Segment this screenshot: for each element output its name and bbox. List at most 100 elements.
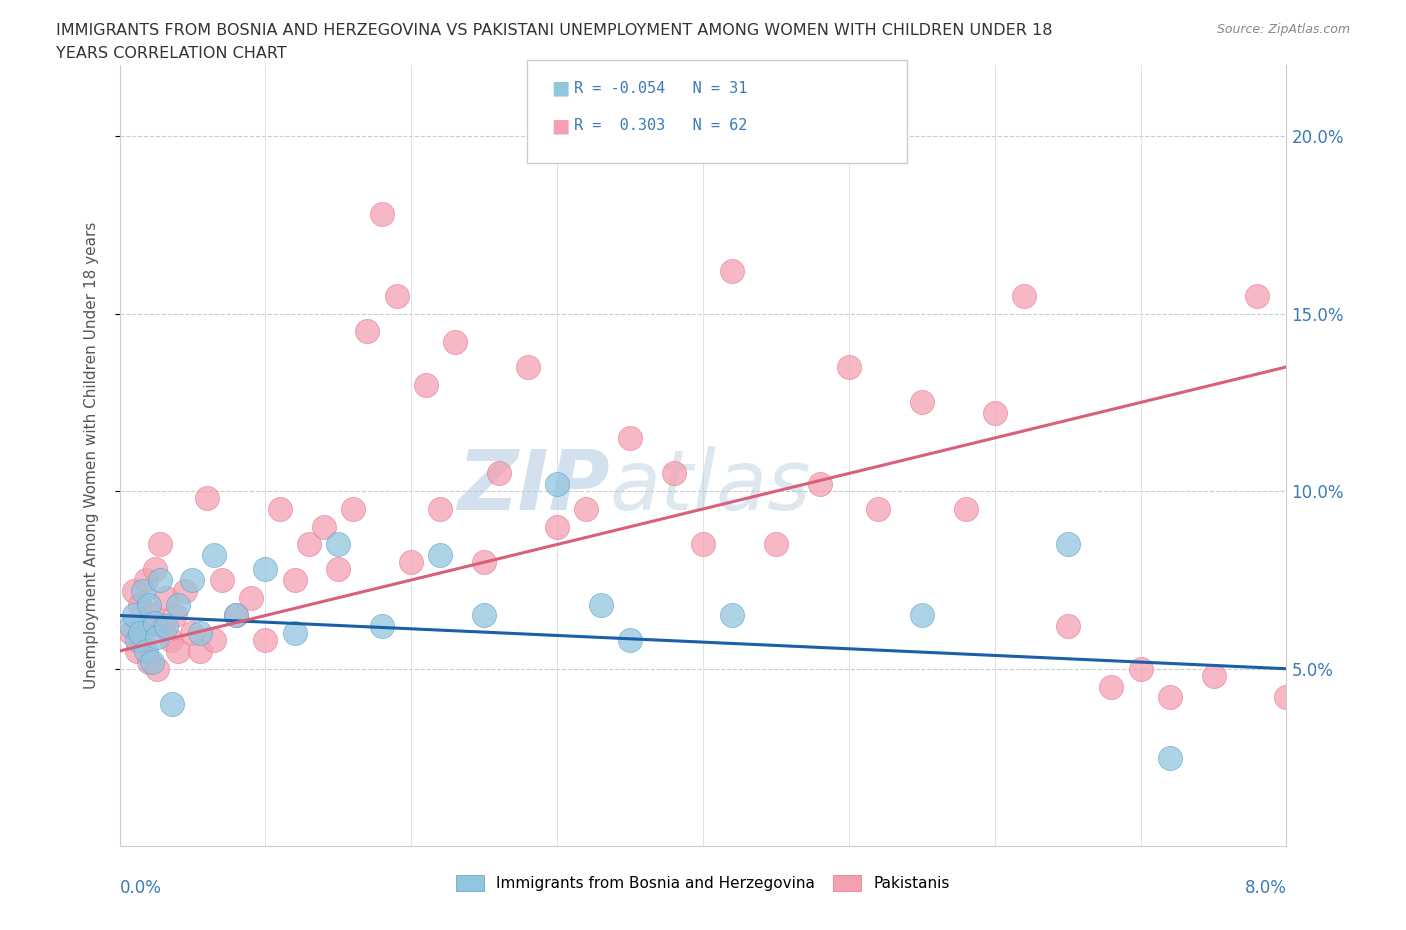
Point [866, 501, 890, 516]
Point [254, 562, 277, 577]
Point [138, 654, 160, 669]
Point [298, 537, 321, 551]
Point [120, 626, 142, 641]
Point [1056, 618, 1078, 633]
Point [371, 618, 394, 633]
Point [160, 697, 183, 711]
Point [202, 633, 225, 648]
Point [166, 644, 188, 658]
Point [132, 633, 155, 648]
Point [155, 591, 177, 605]
Point [284, 626, 307, 641]
Point [1099, 679, 1122, 694]
Text: ■: ■ [551, 116, 569, 135]
Point [619, 633, 641, 648]
Point [662, 466, 685, 481]
Y-axis label: Unemployment Among Women with Children Under 18 years: Unemployment Among Women with Children U… [84, 222, 98, 689]
Text: Source: ZipAtlas.com: Source: ZipAtlas.com [1216, 23, 1350, 36]
Point [721, 608, 744, 623]
Point [135, 573, 157, 588]
Point [129, 597, 152, 612]
Point [415, 378, 437, 392]
Point [225, 608, 247, 623]
Point [1056, 537, 1078, 551]
Point [488, 466, 510, 481]
Point [135, 644, 157, 658]
Point [371, 206, 394, 221]
Point [120, 618, 142, 633]
Point [472, 608, 495, 623]
Point [1246, 288, 1268, 303]
Text: 0.0%: 0.0% [120, 879, 162, 897]
Point [138, 597, 160, 612]
Point [401, 555, 423, 570]
Point [211, 573, 233, 588]
Point [356, 324, 378, 339]
Point [472, 555, 495, 570]
Point [838, 360, 860, 375]
Point [619, 431, 641, 445]
Point [1159, 751, 1181, 765]
Point [1159, 690, 1181, 705]
Text: 8.0%: 8.0% [1244, 879, 1286, 897]
Point [429, 501, 451, 516]
Text: ZIP: ZIP [457, 446, 610, 527]
Point [159, 633, 181, 648]
Point [152, 618, 174, 633]
Point [146, 661, 169, 676]
Point [589, 597, 612, 612]
Point [312, 519, 335, 534]
Point [163, 608, 186, 623]
Text: atlas: atlas [610, 446, 811, 527]
Point [546, 519, 568, 534]
Point [181, 626, 204, 641]
Point [125, 644, 148, 658]
Point [149, 537, 172, 551]
Text: YEARS CORRELATION CHART: YEARS CORRELATION CHART [56, 46, 287, 61]
Point [1129, 661, 1152, 676]
Point [132, 583, 155, 598]
Point [575, 501, 598, 516]
Point [911, 395, 934, 410]
Legend: Immigrants from Bosnia and Herzegovina, Pakistanis: Immigrants from Bosnia and Herzegovina, … [450, 869, 956, 897]
Point [174, 583, 197, 598]
Point [429, 548, 451, 563]
Point [546, 477, 568, 492]
Point [385, 288, 408, 303]
Point [254, 633, 277, 648]
Point [692, 537, 714, 551]
Text: ■: ■ [551, 79, 569, 98]
Point [269, 501, 291, 516]
Point [765, 537, 787, 551]
Point [129, 626, 152, 641]
Text: R = -0.054   N = 31: R = -0.054 N = 31 [574, 81, 747, 96]
Point [444, 335, 467, 350]
Point [188, 626, 211, 641]
Point [146, 630, 169, 644]
Point [143, 615, 166, 630]
Point [517, 360, 540, 375]
Point [125, 633, 148, 648]
Text: R =  0.303   N = 62: R = 0.303 N = 62 [574, 118, 747, 133]
Point [342, 501, 364, 516]
Point [984, 405, 1007, 420]
Point [1202, 669, 1225, 684]
Point [955, 501, 977, 516]
Point [202, 548, 225, 563]
Point [911, 608, 934, 623]
Point [188, 644, 211, 658]
Point [149, 573, 172, 588]
Point [328, 537, 350, 551]
Point [166, 597, 188, 612]
Point [1275, 690, 1298, 705]
Point [181, 573, 204, 588]
Point [284, 573, 307, 588]
Point [808, 477, 831, 492]
Point [141, 654, 163, 669]
Point [721, 263, 744, 278]
Point [141, 608, 163, 623]
Point [1012, 288, 1035, 303]
Point [155, 618, 177, 633]
Point [328, 562, 350, 577]
Point [143, 562, 166, 577]
